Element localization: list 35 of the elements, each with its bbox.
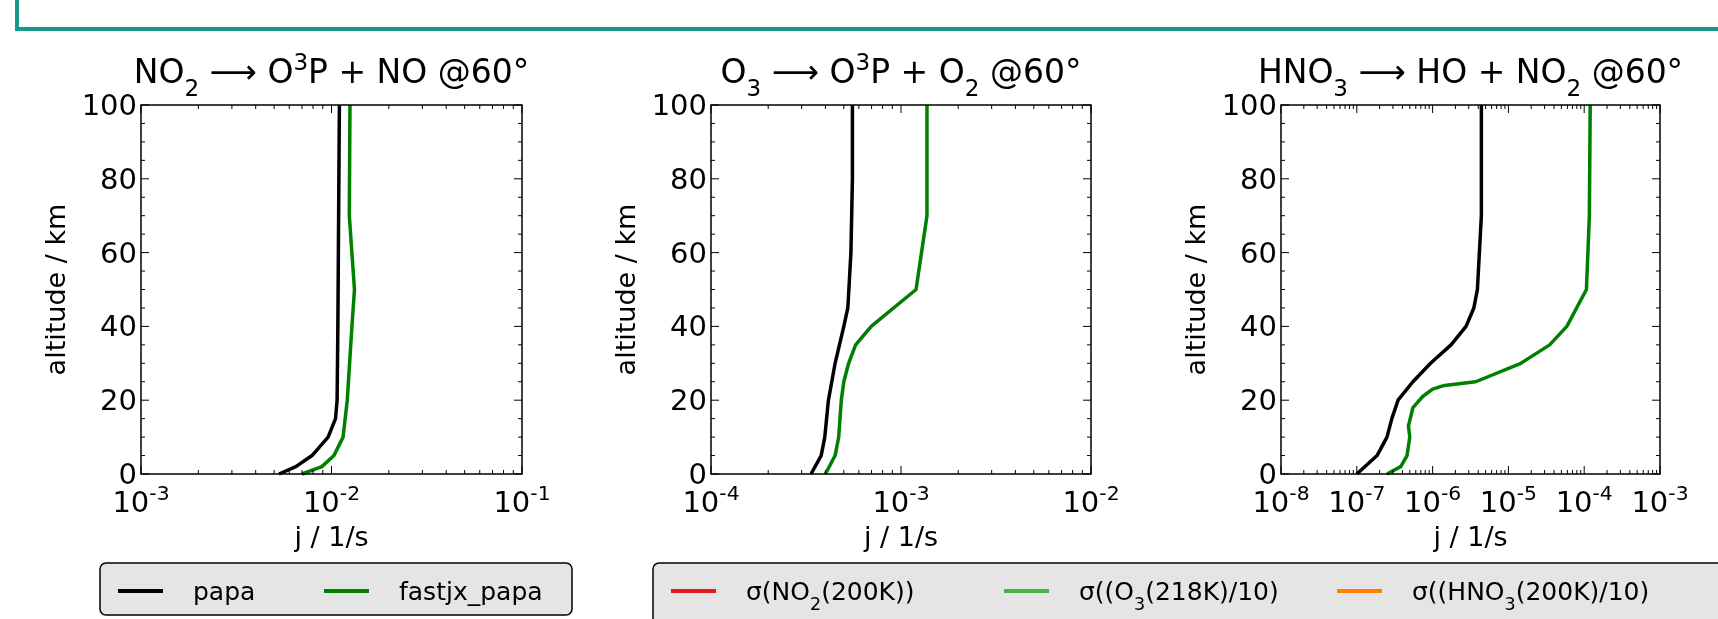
y-tick-label: 60 — [670, 235, 707, 270]
y-tick-label: 100 — [651, 88, 707, 122]
y-tick-label: 80 — [100, 161, 137, 196]
legend-label: papa — [193, 577, 256, 606]
x-tick-label: 10$^{-3}$ — [1631, 481, 1689, 519]
x-tick-label: 10$^{-3}$ — [872, 481, 930, 519]
x-axis-title: j / 1/s — [862, 521, 939, 552]
y-tick-label: 60 — [1240, 235, 1277, 270]
y-tick-label: 100 — [81, 88, 137, 122]
legend-label: σ(NO$_{2}$(200K)) — [746, 577, 915, 614]
x-tick-label: 10$^{-2}$ — [302, 481, 361, 519]
y-tick-label: 20 — [670, 383, 707, 418]
x-tick-label: 10$^{-2}$ — [1062, 481, 1120, 519]
y-axis-title: altitude / km — [1180, 203, 1211, 376]
x-tick-label: 10$^{-4}$ — [1555, 481, 1613, 519]
x-tick-label: 10$^{-1}$ — [493, 481, 551, 519]
x-tick-label: 10$^{-5}$ — [1479, 481, 1537, 519]
y-tick-label: 40 — [1240, 309, 1277, 344]
y-tick-label: 80 — [670, 161, 707, 196]
x-axis-title: j / 1/s — [293, 521, 369, 552]
x-axis-title: j / 1/s — [1432, 521, 1508, 552]
y-axis-title: altitude / km — [40, 203, 71, 376]
x-tick-label: 10$^{-6}$ — [1404, 481, 1462, 519]
x-tick-label: 10$^{-7}$ — [1328, 481, 1386, 519]
y-tick-label: 80 — [1240, 161, 1277, 196]
y-axis-title: altitude / km — [610, 203, 641, 376]
y-tick-label: 20 — [100, 383, 137, 418]
legend-label: σ((HNO$_{3}$(200K)/10) — [1412, 577, 1650, 614]
chart-title: O$_{3}$ ⟶ O$^{3}$P + O$_{2}$ @60° — [720, 49, 1082, 101]
legend-label: σ((O$_{3}$(218K)/10) — [1079, 577, 1279, 614]
legend-label: fastjx_papa — [399, 577, 543, 606]
y-tick-label: 20 — [1240, 383, 1277, 418]
y-tick-label: 60 — [100, 235, 137, 270]
y-tick-label: 40 — [670, 309, 707, 344]
y-tick-label: 40 — [100, 309, 137, 344]
